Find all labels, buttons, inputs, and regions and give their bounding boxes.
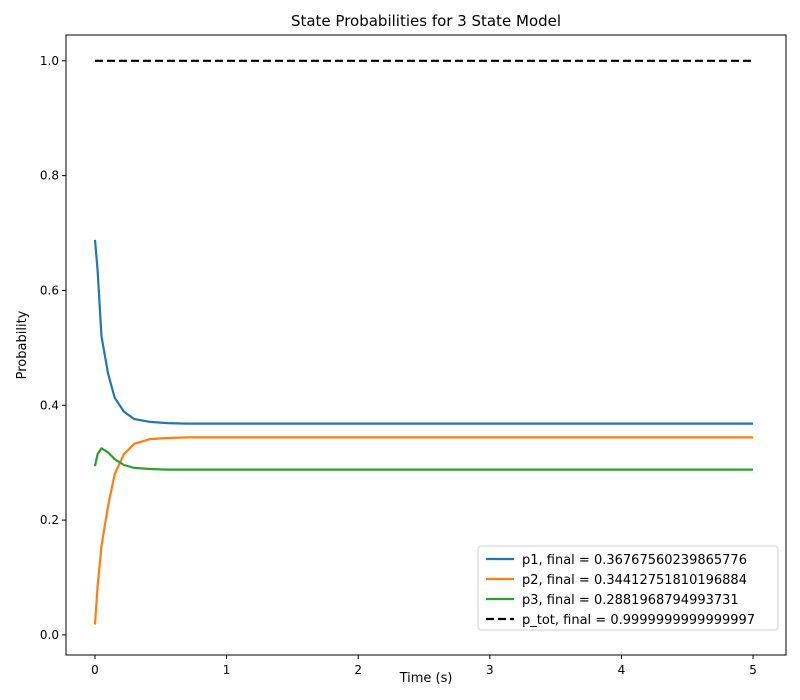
x-axis-label: Time (s): [399, 671, 453, 686]
legend-box: [477, 545, 779, 631]
x-tick-label: 0: [91, 663, 99, 677]
chart-title: State Probabilities for 3 State Model: [291, 12, 561, 30]
y-tick-label: 1.0: [40, 54, 59, 68]
series-line-1: [93, 239, 754, 425]
legend-label: p_tot, final = 0.9999999999999997: [522, 613, 755, 628]
legend-label: p3, final = 0.2881968794993731: [522, 593, 739, 608]
x-tick-label: 5: [749, 663, 757, 677]
x-tick-label: 2: [354, 663, 362, 677]
plot-frame: [65, 34, 787, 656]
y-tick-label: 0.2: [40, 513, 59, 527]
legend-label: p1, final = 0.36767560239865776: [522, 553, 747, 568]
y-tick-label: 0.4: [40, 398, 59, 412]
y-tick-label: 0.8: [40, 169, 59, 183]
legend-label: p2, final = 0.34412751810196884: [522, 573, 747, 588]
series-line-3: [93, 447, 754, 471]
x-tick-label: 1: [223, 663, 231, 677]
x-tick-label: 3: [486, 663, 494, 677]
legend: p1, final = 0.36767560239865776 p2, final…: [477, 545, 779, 631]
y-axis-label: Probability: [15, 310, 30, 379]
y-tick-label: 0.6: [40, 283, 59, 297]
series-lines: [93, 59, 754, 625]
x-axis: 0 1 2 3 4 5: [91, 655, 757, 677]
y-tick-label: 0.0: [40, 628, 59, 642]
series-line-2: [93, 436, 754, 625]
x-tick-label: 4: [618, 663, 626, 677]
y-axis: 0.0 0.2 0.4 0.6 0.8 1.0: [40, 54, 66, 642]
